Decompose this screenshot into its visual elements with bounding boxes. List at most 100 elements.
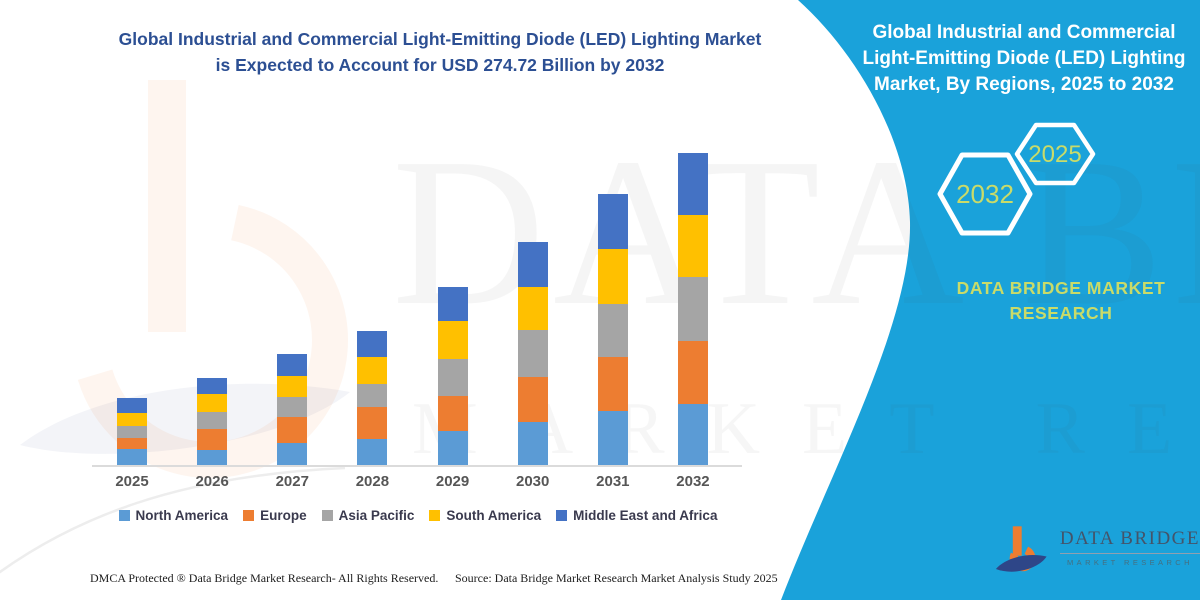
segment-asia-pacific: [197, 411, 228, 430]
x-tick-2026: 2026: [195, 473, 229, 490]
brand-wordmark: DATA BRIDGE MARKET RESEARCH: [930, 276, 1192, 326]
segment-asia-pacific: [437, 359, 468, 396]
legend-swatch: [556, 510, 568, 521]
segment-middle-east-and-africa: [597, 193, 628, 249]
chart-headline: Global Industrial and Commercial Light-E…: [60, 26, 820, 78]
segment-north-america: [677, 403, 708, 465]
bar-2029: [437, 287, 468, 465]
x-tick-2025: 2025: [115, 473, 149, 490]
bar-2028: [357, 331, 388, 465]
segment-europe: [197, 429, 228, 451]
hexagon-2025-label: 2025: [1028, 141, 1081, 168]
x-tick-2032: 2032: [676, 473, 710, 490]
legend-item-middle-east-and-africa: Middle East and Africa: [556, 508, 717, 523]
segment-asia-pacific: [517, 330, 548, 378]
segment-south-america: [357, 357, 388, 384]
bar-2032: [677, 153, 708, 465]
segment-europe: [677, 340, 708, 404]
x-tick-2029: 2029: [435, 473, 470, 490]
segment-middle-east-and-africa: [437, 287, 468, 321]
segment-europe: [357, 407, 388, 439]
segment-asia-pacific: [277, 397, 308, 418]
legend-swatch: [429, 510, 441, 521]
segment-middle-east-and-africa: [277, 353, 308, 377]
segment-europe: [597, 356, 628, 411]
watermark-b-bowl: [72, 202, 348, 478]
logo-subtitle: MARKET RESEARCH: [1067, 558, 1193, 567]
segment-europe: [117, 437, 147, 450]
segment-north-america: [197, 450, 228, 465]
segment-middle-east-and-africa: [117, 398, 147, 413]
legend-label: Asia Pacific: [338, 508, 415, 523]
chart-headline-line1: Global Industrial and Commercial Light-E…: [118, 29, 762, 49]
logo-b-stem: [1012, 526, 1022, 556]
watermark-underline-arc: [0, 466, 346, 574]
x-tick-2027: 2027: [275, 473, 309, 490]
legend-label: Europe: [260, 508, 307, 523]
segment-asia-pacific: [597, 303, 628, 357]
databridge-logo-watermark: [0, 80, 350, 574]
segment-north-america: [117, 449, 147, 465]
segment-south-america: [277, 376, 308, 398]
right-panel-title: Global Industrial and Commercial Light-E…: [852, 20, 1196, 98]
segment-north-america: [517, 422, 548, 465]
segment-south-america: [597, 248, 628, 304]
segment-europe: [517, 377, 548, 423]
brand-wordmark-line1: DATA BRIDGE MARKET: [956, 278, 1166, 298]
right-panel-title-line1: Global Industrial and Commercial: [872, 22, 1176, 43]
bar-2026: [197, 377, 228, 465]
x-tick-2031: 2031: [596, 473, 630, 490]
segment-middle-east-and-africa: [197, 377, 228, 395]
footer-source: Source: Data Bridge Market Research Mark…: [455, 571, 778, 585]
segment-middle-east-and-africa: [517, 242, 548, 288]
legend-label: Middle East and Africa: [573, 508, 718, 523]
chart-headline-line2: is Expected to Account for USD 274.72 Bi…: [215, 55, 665, 75]
legend-swatch: [118, 510, 130, 521]
year-hexagons: 2032 2025: [937, 122, 1096, 236]
legend-item-south-america: South America: [429, 508, 541, 523]
segment-south-america: [437, 320, 468, 360]
x-tick-2028: 2028: [355, 473, 390, 490]
legend-swatch: [321, 510, 333, 521]
bar-2025: [117, 398, 147, 465]
segment-europe: [277, 417, 308, 444]
watermark-swoosh: [20, 383, 350, 454]
brand-wordmark-line2: RESEARCH: [1009, 303, 1113, 323]
legend-label: North America: [135, 508, 229, 523]
x-tick-2030: 2030: [516, 473, 550, 490]
segment-north-america: [597, 410, 628, 465]
right-panel-title-line3: Market, By Regions, 2025 to 2032: [874, 74, 1174, 95]
segment-south-america: [197, 394, 228, 412]
segment-north-america: [437, 430, 468, 465]
legend-item-europe: Europe: [243, 508, 307, 523]
segment-europe: [437, 395, 468, 431]
segment-asia-pacific: [357, 383, 388, 408]
footer-dmca: DMCA Protected ® Data Bridge Market Rese…: [90, 571, 439, 585]
legend-label: South America: [446, 508, 542, 523]
segment-middle-east-and-africa: [357, 331, 388, 358]
segment-south-america: [517, 287, 548, 331]
segment-asia-pacific: [117, 425, 147, 438]
segment-north-america: [357, 439, 388, 465]
bar-2030: [517, 242, 548, 465]
hexagon-2032: [937, 152, 1033, 236]
bar-2031: [597, 193, 628, 465]
segment-asia-pacific: [677, 277, 708, 341]
segment-south-america: [117, 412, 147, 426]
databridge-logo-icon: [995, 526, 1047, 572]
chart-legend: North America Europe Asia Pacific South Ame…: [88, 508, 748, 523]
databridge-logo: DATA BRIDGE MARKET RESEARCH: [995, 518, 1200, 596]
legend-item-asia-pacific: Asia Pacific: [321, 508, 415, 523]
chart-plot: [92, 150, 742, 467]
legend-swatch: [243, 510, 255, 521]
logo-text: DATA BRIDGE MARKET RESEARCH: [1059, 528, 1200, 567]
legend-item-north-america: North America: [118, 508, 229, 523]
segment-south-america: [677, 215, 708, 278]
hexagon-2025: [1014, 122, 1096, 186]
hexagon-2032-label: 2032: [956, 179, 1014, 209]
bar-2027: [277, 353, 308, 465]
segment-north-america: [277, 443, 308, 465]
logo-name: DATA BRIDGE: [1059, 528, 1200, 554]
